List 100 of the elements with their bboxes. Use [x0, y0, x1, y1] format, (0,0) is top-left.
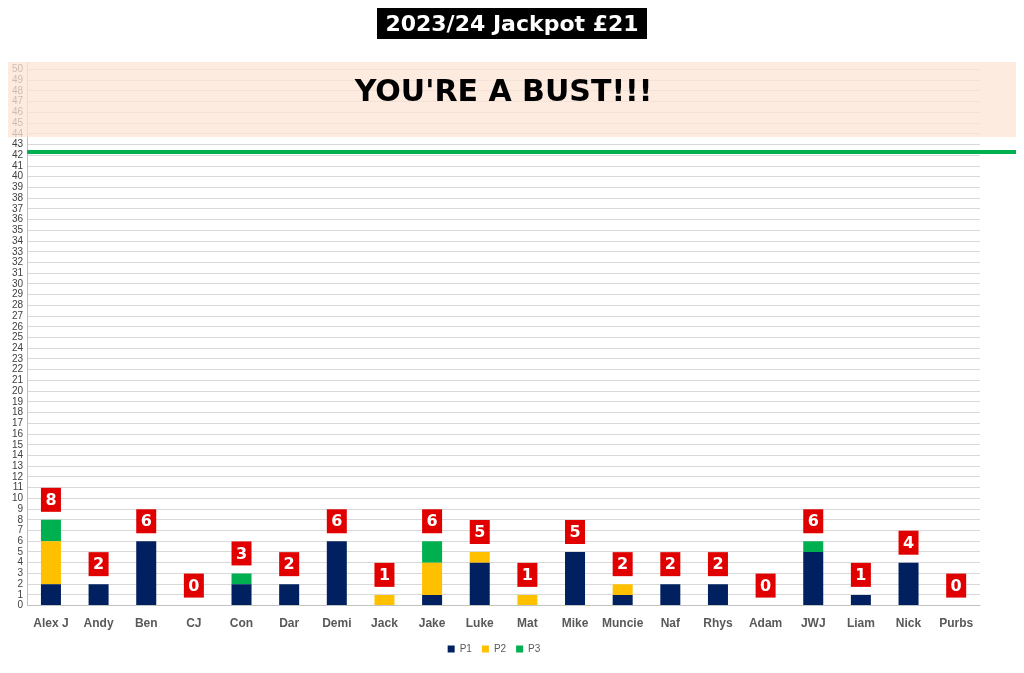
legend-label: P1 — [459, 642, 473, 654]
bar — [660, 584, 681, 606]
x-tick-label: Mike — [561, 616, 589, 631]
bar — [469, 551, 490, 563]
bar — [707, 584, 728, 606]
y-tick-label: 7 — [17, 524, 24, 536]
bar — [803, 551, 824, 606]
x-tick-label: Andy — [83, 616, 114, 631]
y-tick-label: 43 — [12, 138, 24, 150]
y-tick-label: 42 — [12, 149, 24, 161]
total-label: 1 — [521, 565, 533, 585]
total-label: 6 — [140, 511, 152, 531]
y-tick-label: 28 — [12, 299, 24, 311]
y-tick-label: 31 — [12, 266, 24, 278]
bar — [565, 551, 586, 606]
y-tick-label: 23 — [12, 352, 24, 364]
total-label: 4 — [902, 532, 915, 552]
y-tick-label: 4 — [17, 556, 24, 568]
y-tick-label: 20 — [12, 384, 24, 396]
bar — [898, 562, 919, 606]
x-tick-label: Nick — [895, 616, 922, 631]
y-tick-label: 37 — [12, 202, 24, 214]
bar — [422, 541, 443, 563]
y-tick-label: 27 — [12, 309, 24, 321]
bar — [136, 541, 157, 606]
chart-title: 2023/24 Jackpot £21 — [377, 8, 647, 39]
total-label: 2 — [617, 554, 629, 574]
total-label: 3 — [235, 543, 248, 563]
y-tick-label: 24 — [12, 342, 24, 354]
y-tick-label: 15 — [12, 438, 24, 450]
total-label: 1 — [378, 565, 391, 585]
x-tick-label: Con — [229, 616, 254, 631]
x-tick-label: Adam — [748, 616, 783, 631]
y-tick-label: 30 — [12, 277, 24, 289]
total-label: 8 — [45, 489, 57, 509]
total-label: 2 — [712, 554, 724, 574]
y-tick-label: 18 — [12, 406, 24, 418]
y-tick-label: 2 — [17, 577, 24, 589]
bar — [612, 584, 633, 595]
y-tick-label: 8 — [17, 513, 24, 525]
x-tick-label: CJ — [186, 616, 202, 631]
y-tick-label: 39 — [12, 181, 24, 193]
total-label: 6 — [331, 511, 343, 531]
bar — [422, 594, 443, 606]
bar — [40, 584, 61, 606]
x-tick-label: Luke — [465, 616, 495, 631]
y-tick-label: 16 — [12, 427, 24, 439]
total-label: 2 — [664, 554, 676, 574]
y-tick-label: 1 — [17, 588, 24, 600]
bar — [40, 541, 61, 585]
bar — [422, 562, 443, 595]
y-tick-label: 3 — [17, 567, 24, 579]
y-tick-label: 9 — [17, 502, 24, 514]
y-tick-label: 5 — [17, 545, 24, 557]
x-tick-label: Jake — [418, 616, 446, 631]
y-tick-label: 38 — [12, 191, 24, 203]
bar — [279, 584, 300, 606]
y-tick-label: 6 — [17, 535, 24, 547]
y-tick-label: 0 — [17, 599, 24, 611]
y-tick-label: 14 — [12, 449, 24, 461]
x-tick-label: Naf — [660, 616, 681, 631]
y-tick-label: 35 — [12, 224, 24, 236]
bar — [850, 594, 871, 606]
total-label: 5 — [474, 522, 486, 542]
bar — [231, 573, 252, 585]
bar — [469, 562, 490, 606]
total-label: 0 — [950, 575, 962, 595]
y-tick-label: 12 — [12, 470, 24, 482]
y-tick-label: 34 — [12, 234, 24, 246]
y-tick-label: 33 — [12, 245, 24, 257]
total-label: 6 — [807, 511, 819, 531]
total-label: 1 — [855, 565, 867, 585]
y-tick-label: 25 — [12, 331, 24, 343]
x-tick-label: Demi — [322, 616, 352, 631]
x-tick-label: Ben — [134, 616, 158, 631]
x-tick-label: JWJ — [800, 616, 826, 631]
x-tick-label: Muncie — [602, 616, 644, 631]
y-tick-label: 22 — [12, 363, 24, 375]
x-tick-label: Purbs — [939, 616, 974, 631]
total-label: 2 — [93, 554, 105, 574]
y-tick-label: 10 — [12, 492, 24, 504]
x-tick-label: Alex J — [33, 616, 69, 631]
bar — [326, 541, 347, 606]
y-tick-label: 19 — [12, 395, 24, 407]
bar — [517, 594, 538, 606]
x-tick-label: Rhys — [703, 616, 733, 631]
total-label: 2 — [283, 554, 295, 574]
y-tick-label: 11 — [12, 481, 24, 493]
bar — [612, 594, 633, 606]
y-tick-label: 36 — [12, 213, 24, 225]
x-tick-label: Liam — [846, 616, 875, 631]
y-tick-label: 21 — [12, 374, 24, 386]
bar — [803, 541, 824, 552]
x-tick-label: Dar — [279, 616, 300, 631]
total-label: 5 — [569, 522, 581, 542]
bar — [231, 584, 252, 606]
total-label: 6 — [426, 511, 438, 531]
total-label: 0 — [188, 575, 200, 595]
y-tick-label: 32 — [12, 256, 24, 268]
bar — [374, 594, 395, 606]
